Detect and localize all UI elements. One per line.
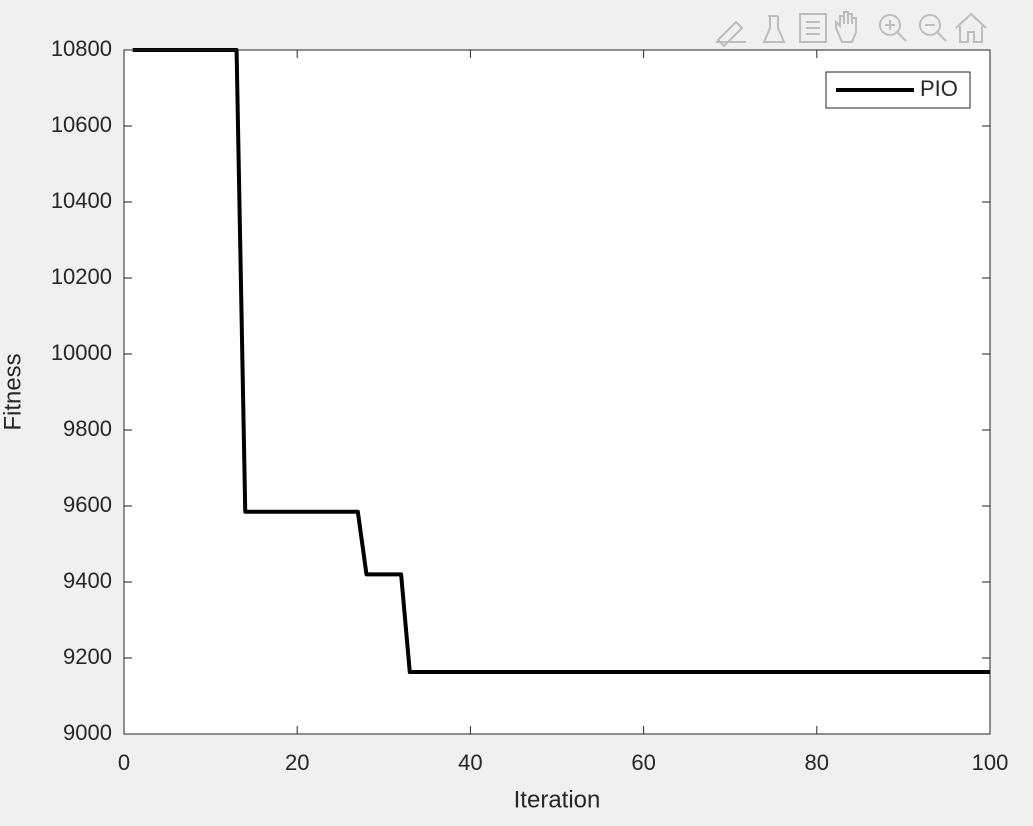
x-axis-label: Iteration [514, 786, 601, 813]
y-tick-label: 9800 [63, 416, 112, 441]
x-tick-label: 20 [285, 750, 309, 775]
home-icon[interactable] [955, 12, 987, 43]
brush-icon[interactable] [762, 15, 786, 43]
plot-area [132, 48, 990, 675]
toolbar[interactable] [716, 11, 987, 48]
y-tick-label: 9600 [63, 492, 112, 517]
y-tick-label: 10600 [51, 112, 112, 137]
y-axis-label: Fitness [0, 353, 26, 430]
y-tick-label: 10200 [51, 264, 112, 289]
zoom-in-glyph[interactable] [885, 20, 907, 42]
x-tick-label: 60 [631, 750, 655, 775]
y-tick-label: 10400 [51, 188, 112, 213]
x-tick-label: 100 [972, 750, 1009, 775]
y-tick-label: 9400 [63, 568, 112, 593]
legend-label: PIO [920, 76, 958, 101]
zoom-in-icon[interactable] [879, 14, 901, 36]
y-tick-label: 9200 [63, 644, 112, 669]
datatip-icon[interactable] [799, 13, 827, 43]
data-line [132, 48, 990, 675]
axes-box [123, 49, 991, 735]
axes-background [124, 50, 990, 734]
zoom-out-icon[interactable] [919, 14, 941, 36]
x-tick-label: 80 [805, 750, 829, 775]
zoom-out-glyph[interactable] [925, 24, 947, 42]
edit-icon[interactable] [716, 20, 746, 48]
x-tick-label: 0 [118, 750, 130, 775]
x-tick-label: 40 [458, 750, 482, 775]
pan-icon[interactable] [835, 11, 857, 43]
y-tick-label: 9000 [63, 720, 112, 745]
y-tick-label: 10000 [51, 340, 112, 365]
y-tick-label: 10800 [51, 36, 112, 61]
